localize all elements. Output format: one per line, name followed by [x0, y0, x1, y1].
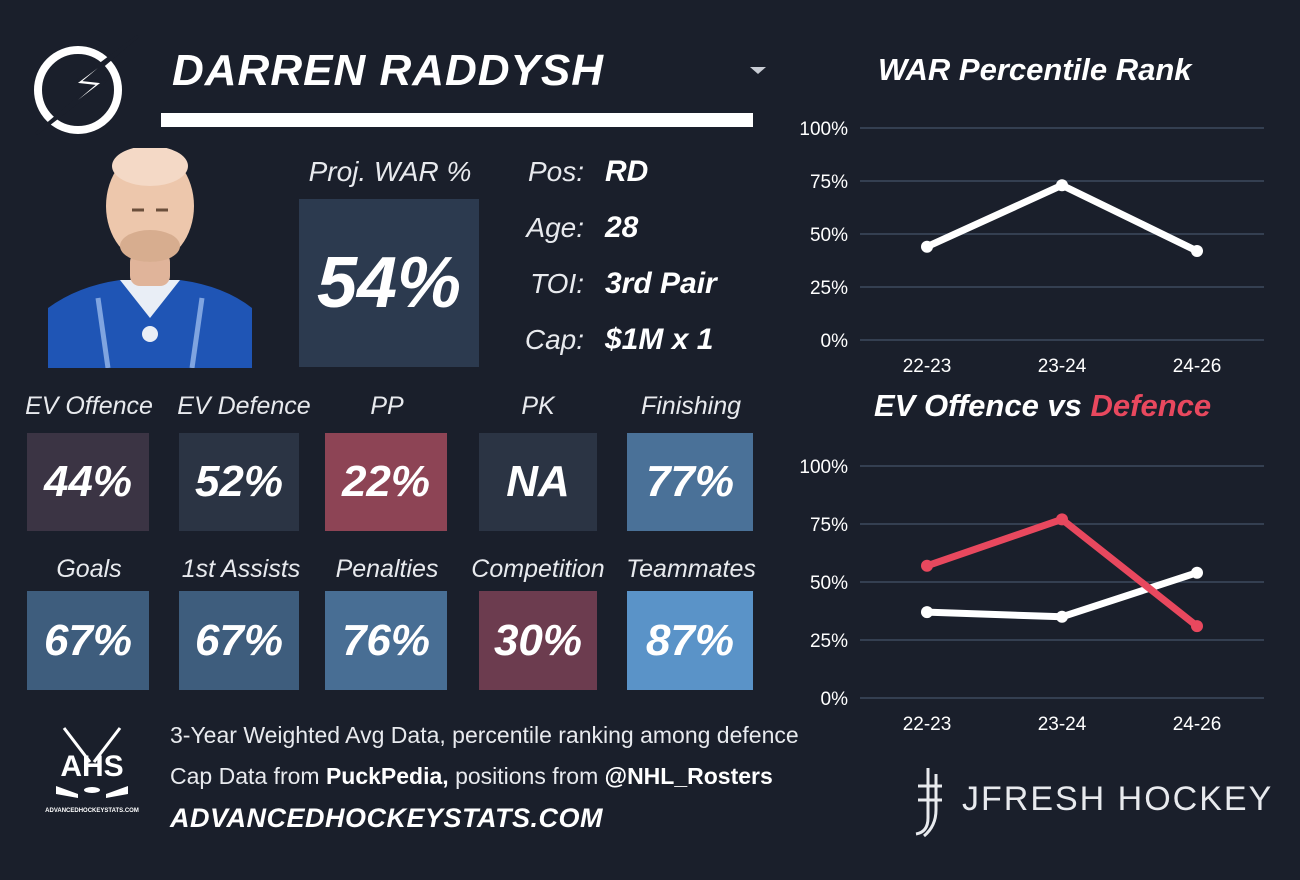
- x-tick-label: 24-26: [1173, 714, 1222, 735]
- proj-war-label: Proj. WAR %: [308, 156, 472, 187]
- stat-box-pp: 22%: [325, 433, 447, 531]
- data-point: [921, 606, 933, 619]
- cap-label: Cap:: [524, 324, 584, 355]
- y-tick-label: 0%: [821, 689, 849, 710]
- y-tick-label: 25%: [810, 631, 848, 652]
- stat-box-first-assists: 67%: [179, 591, 299, 690]
- x-tick-label: 23-24: [1038, 356, 1087, 377]
- ahs-logo-text: AHS: [60, 750, 123, 783]
- data-point: [1056, 610, 1068, 623]
- data-point: [1056, 513, 1068, 526]
- player-name: DARREN RADDYSH: [172, 46, 605, 95]
- nhl-rosters-link[interactable]: @NHL_Rosters: [604, 763, 773, 789]
- y-tick-label: 75%: [810, 515, 848, 536]
- data-point: [1191, 620, 1203, 633]
- stat-label-teammates: Teammates: [626, 555, 756, 583]
- data-point: [921, 240, 933, 253]
- toi-label: TOI:: [530, 268, 584, 299]
- chart1-title: WAR Percentile Rank: [878, 52, 1192, 87]
- stat-box-teammates: 87%: [627, 591, 753, 690]
- pos-label: Pos:: [527, 156, 584, 187]
- jfresh-logo-icon: [906, 766, 946, 838]
- y-tick-label: 0%: [821, 331, 849, 352]
- chart2-title: EV Offence vs Defence: [874, 388, 1212, 423]
- footer-note-data: 3-Year Weighted Avg Data, percentile ran…: [170, 722, 799, 748]
- data-point: [1056, 179, 1068, 192]
- team-logo: [30, 34, 142, 136]
- stat-label-competition: Competition: [471, 555, 605, 583]
- player-dropdown-chevron-down-icon[interactable]: [750, 67, 766, 74]
- stat-box-ev-offence: 44%: [27, 433, 149, 531]
- x-tick-label: 24-26: [1173, 356, 1222, 377]
- stat-label-pk: PK: [521, 392, 555, 420]
- site-url-link[interactable]: ADVANCEDHOCKEYSTATS.COM: [170, 803, 604, 833]
- cap-value: $1M x 1: [605, 323, 714, 356]
- puckpedia-link[interactable]: PuckPedia,: [325, 763, 449, 789]
- y-tick-label: 75%: [810, 172, 848, 193]
- x-tick-label: 23-24: [1038, 714, 1087, 735]
- data-point: [921, 559, 933, 572]
- stat-label-ev-defence: EV Defence: [177, 392, 311, 420]
- stat-box-penalties: 76%: [325, 591, 447, 690]
- y-tick-label: 50%: [810, 573, 848, 594]
- pos-value: RD: [605, 155, 649, 188]
- footer-note-sources: Cap Data from PuckPedia, positions from …: [170, 763, 773, 789]
- data-point: [1191, 244, 1203, 257]
- age-value: 28: [605, 211, 639, 244]
- y-tick-label: 50%: [810, 225, 848, 246]
- y-tick-label: 100%: [799, 119, 848, 140]
- name-underline: [161, 113, 753, 127]
- series-line: [923, 181, 1201, 255]
- data-point: [1191, 566, 1203, 579]
- x-tick-label: 22-23: [903, 714, 952, 735]
- stat-box-ev-defence: 52%: [179, 433, 299, 531]
- jfresh-brand-name: JFRESH HOCKEY: [962, 780, 1274, 818]
- stat-label-pp: PP: [370, 392, 404, 420]
- toi-value: 3rd Pair: [605, 267, 717, 300]
- ahs-logo: AHS ADVANCEDHOCKEYSTATS.COM: [42, 724, 142, 820]
- proj-war-value: 54%: [299, 199, 479, 367]
- war-percentile-chart: 0% 25% 50% 75% 100% 22-23 23-24 24-26: [799, 119, 1264, 377]
- ev-offence-defence-chart: 0% 25% 50% 75% 100% 22-23 23-24 24-26: [799, 457, 1264, 735]
- stat-label-finishing: Finishing: [640, 392, 742, 420]
- stat-label-penalties: Penalties: [335, 555, 439, 583]
- stat-box-goals: 67%: [27, 591, 149, 690]
- stat-label-first-assists: 1st Assists: [181, 555, 301, 583]
- x-tick-label: 22-23: [903, 356, 952, 377]
- ahs-logo-subtext: ADVANCEDHOCKEYSTATS.COM: [45, 808, 139, 814]
- stat-box-finishing: 77%: [627, 433, 753, 531]
- stat-label-goals: Goals: [56, 555, 122, 583]
- age-label: Age:: [526, 212, 584, 243]
- player-portrait: [38, 148, 262, 368]
- stat-box-pk: NA: [479, 433, 597, 531]
- y-tick-label: 100%: [799, 457, 848, 478]
- y-tick-label: 25%: [810, 278, 848, 299]
- stat-label-ev-offence: EV Offence: [25, 392, 153, 420]
- stat-box-competition: 30%: [479, 591, 597, 690]
